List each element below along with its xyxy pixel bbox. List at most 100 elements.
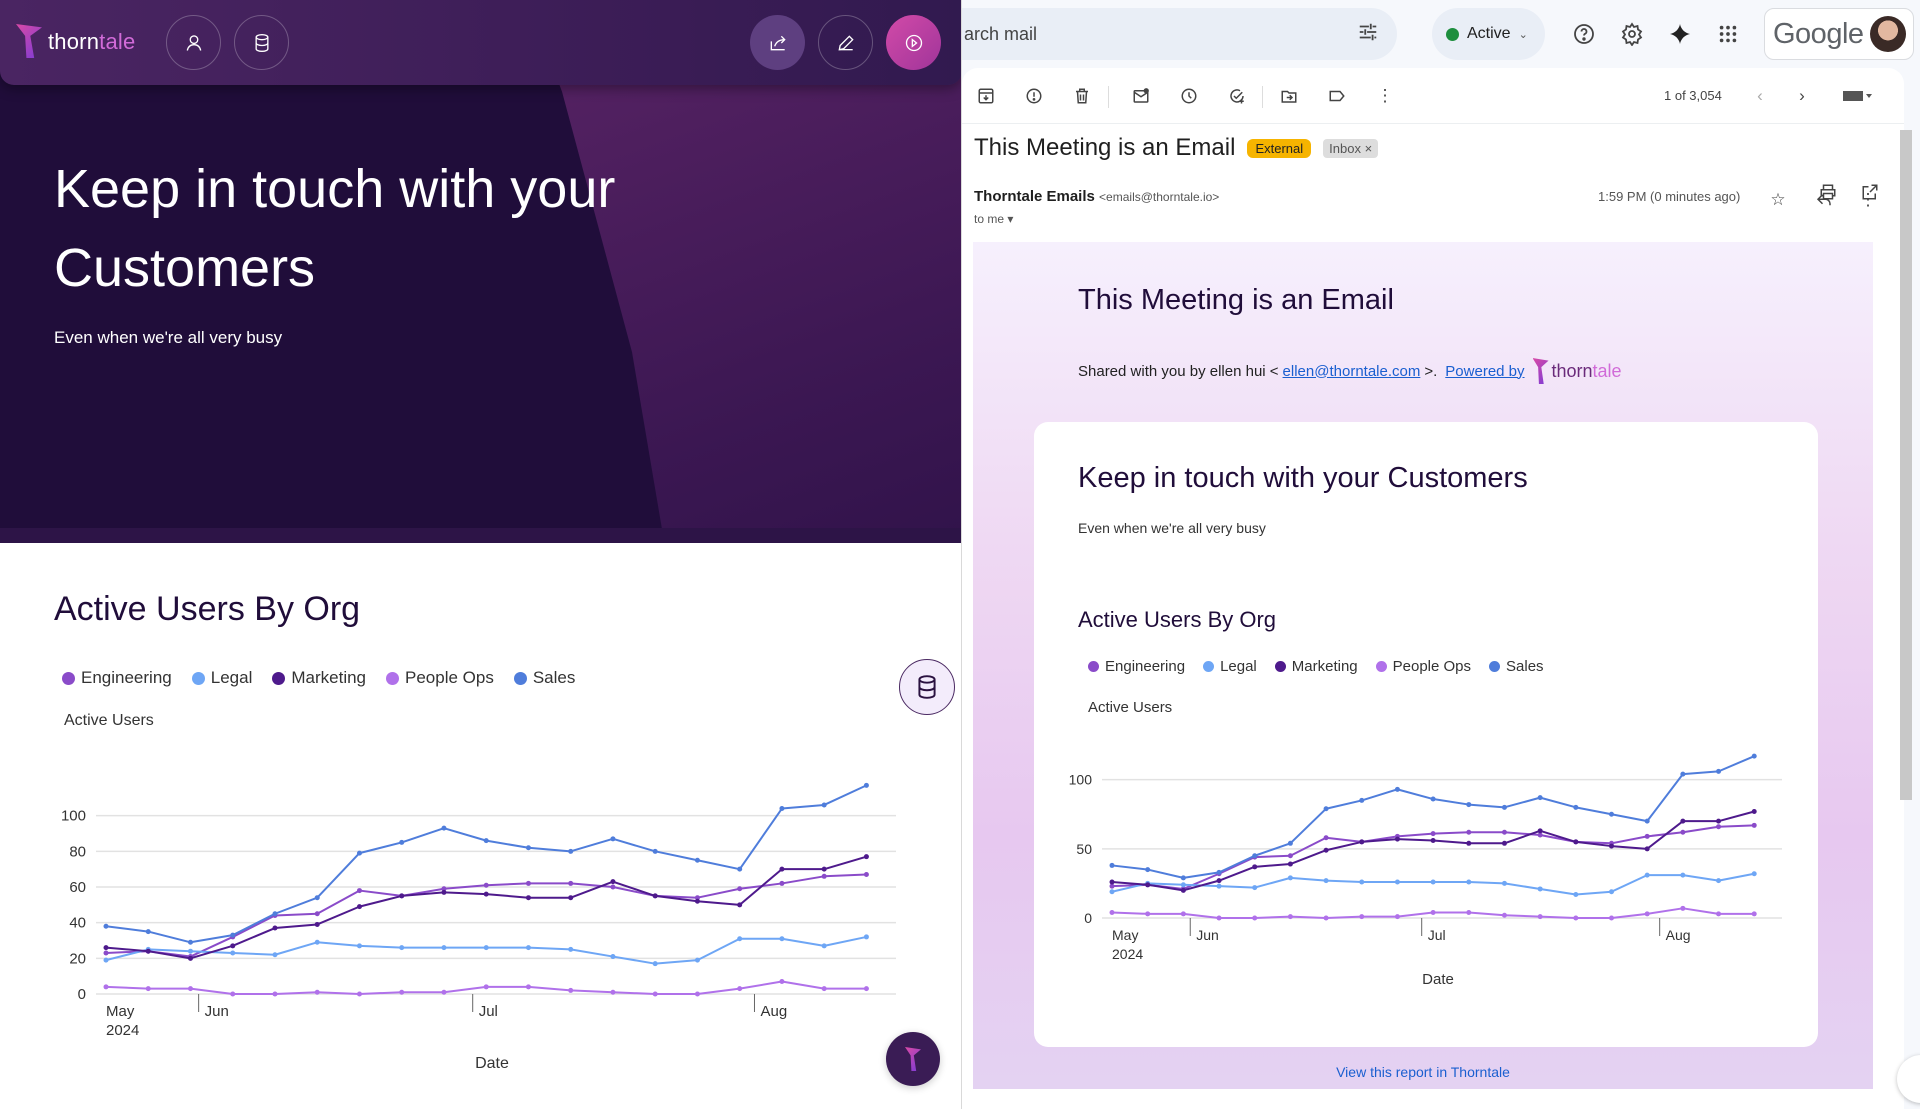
legend-dot: [62, 671, 75, 685]
trash-icon[interactable]: [1070, 84, 1094, 108]
legend-item-legal: Legal: [1203, 658, 1257, 675]
user-button[interactable]: [166, 15, 221, 70]
shared-prefix: Shared with you by ellen hui <: [1078, 362, 1279, 380]
view-report-link[interactable]: View this report in Thorntale: [1336, 1064, 1510, 1080]
logo-text-main: thorn: [1551, 360, 1593, 381]
search-options-icon[interactable]: [1357, 21, 1379, 49]
email-subject: This Meeting is an Email: [974, 134, 1236, 161]
svg-text:May: May: [1112, 927, 1138, 943]
legend-label: Legal: [1220, 658, 1257, 675]
toolbar-divider: [1262, 86, 1263, 108]
settings-gear-icon[interactable]: [1616, 18, 1648, 50]
thorntale-logo[interactable]: thorntale: [14, 22, 135, 62]
thorntale-assistant-button[interactable]: [886, 1032, 940, 1086]
status-dropdown[interactable]: Active ⌄: [1432, 8, 1545, 60]
report-title: Keep in touch with your Customers: [1078, 462, 1528, 494]
svg-text:May: May: [106, 1003, 135, 1020]
svg-text:2024: 2024: [1112, 946, 1143, 962]
svg-text:50: 50: [1076, 841, 1092, 857]
logo-text-accent: tale: [99, 29, 136, 54]
star-icon[interactable]: ☆: [1770, 190, 1786, 209]
label-icon[interactable]: [1325, 84, 1349, 108]
pencil-icon: [837, 34, 854, 51]
legend-dot: [1489, 661, 1501, 672]
legend-dot: [1375, 661, 1387, 672]
mark-unread-icon[interactable]: [1129, 84, 1153, 108]
play-icon: [905, 34, 922, 51]
archive-icon[interactable]: [974, 84, 998, 108]
thorntale-app-panel: Keep in touch with your Customers Even w…: [0, 0, 962, 1109]
share-button[interactable]: [750, 15, 805, 70]
y-axis-label: Active Users: [1088, 699, 1173, 716]
recipients-toggle[interactable]: to me ▾: [974, 212, 1013, 226]
data-source-button[interactable]: [899, 659, 955, 715]
add-task-icon[interactable]: [1225, 84, 1249, 108]
sender-name[interactable]: Thorntale Emails: [974, 188, 1095, 205]
more-options-icon[interactable]: ⋮: [1859, 190, 1877, 209]
report-subtitle: Even when we're all very busy: [1078, 520, 1266, 536]
present-button[interactable]: [886, 15, 941, 70]
apps-grid-icon[interactable]: [1712, 18, 1744, 50]
report-card: Keep in touch with your Customers Even w…: [1034, 422, 1818, 1047]
legend-label: Engineering: [81, 668, 172, 687]
svg-text:20: 20: [69, 950, 86, 967]
inbox-label-chip[interactable]: Inbox ×: [1323, 138, 1379, 158]
legend-label: People Ops: [1392, 658, 1472, 675]
google-account-button[interactable]: Google: [1764, 8, 1914, 60]
email-toolbar: ⋮ 1 of 3,054 ‹ ›: [962, 68, 1904, 124]
side-panel-toggle[interactable]: [1897, 1055, 1920, 1103]
search-text: arch mail: [964, 23, 1038, 44]
legend-item-engineering[interactable]: Engineering: [62, 668, 172, 688]
legend-label: Marketing: [291, 668, 366, 687]
email-subject-row: This Meeting is an Email External Inbox …: [974, 134, 1379, 162]
svg-text:40: 40: [69, 915, 86, 932]
shared-by-line: Shared with you by ellen hui < ellen@thor…: [1078, 358, 1622, 384]
svg-text:0: 0: [78, 986, 86, 1003]
move-to-folder-icon[interactable]: [1277, 84, 1301, 108]
more-vertical-icon[interactable]: ⋮: [1376, 86, 1394, 105]
gmail-panel: arch mail Active ⌄ Google: [962, 0, 1920, 1109]
svg-text:Jun: Jun: [205, 1003, 229, 1020]
shared-suffix: >.: [1424, 362, 1438, 380]
search-mail-input[interactable]: arch mail: [962, 8, 1397, 60]
gemini-sparkle-icon[interactable]: [1664, 18, 1696, 50]
legend-item-marketing[interactable]: Marketing: [272, 668, 366, 688]
report-spam-icon[interactable]: [1022, 84, 1046, 108]
powered-by-link[interactable]: Powered by: [1445, 362, 1525, 380]
toolbar-divider: [1108, 86, 1109, 108]
legend-item-legal[interactable]: Legal: [191, 668, 252, 688]
help-icon[interactable]: [1568, 18, 1600, 50]
thorntale-bird-icon: [1532, 358, 1549, 384]
remove-label-icon[interactable]: ×: [1364, 140, 1373, 156]
thorntale-bird-icon: [905, 1047, 921, 1071]
snooze-clock-icon[interactable]: [1177, 84, 1201, 108]
active-users-chart: 0 20 40 60 80 100 May 2024 Jun Jul Aug Date: [61, 782, 896, 1072]
svg-text:2024: 2024: [106, 1022, 139, 1039]
email-view: ⋮ 1 of 3,054 ‹ › This Meeting is an Emai…: [962, 68, 1904, 1109]
app-topbar: thorntale: [0, 0, 961, 85]
hero-subtitle: Even when we're all very busy: [54, 328, 283, 347]
database-button[interactable]: [234, 15, 289, 70]
next-email-chevron-icon[interactable]: ›: [1799, 86, 1805, 105]
input-tools-keyboard-icon[interactable]: [1838, 84, 1878, 108]
email-body-title: This Meeting is an Email: [1078, 284, 1394, 316]
chart-title: Active Users By Org: [1078, 607, 1277, 632]
sharer-email-link[interactable]: ellen@thorntale.com: [1282, 362, 1421, 380]
legend-item-people-ops[interactable]: People Ops: [386, 668, 494, 688]
legend-label: People Ops: [405, 668, 494, 687]
reply-icon[interactable]: [1812, 188, 1836, 212]
legend-dot: [1088, 661, 1099, 672]
recipients-text: to me: [974, 212, 1005, 226]
open-new-window-icon[interactable]: [1858, 180, 1882, 204]
svg-text:0: 0: [1084, 910, 1092, 926]
user-icon: [186, 34, 201, 51]
previous-email-chevron-icon[interactable]: ‹: [1757, 86, 1763, 105]
edit-button[interactable]: [818, 15, 873, 70]
pagination-count: 1 of 3,054: [1664, 88, 1722, 103]
scrollbar[interactable]: [1900, 130, 1912, 800]
svg-text:60: 60: [69, 879, 86, 896]
legend-item-sales[interactable]: Sales: [513, 668, 575, 688]
legend-item-sales: Sales: [1489, 658, 1544, 675]
svg-text:Jul: Jul: [1428, 927, 1446, 943]
